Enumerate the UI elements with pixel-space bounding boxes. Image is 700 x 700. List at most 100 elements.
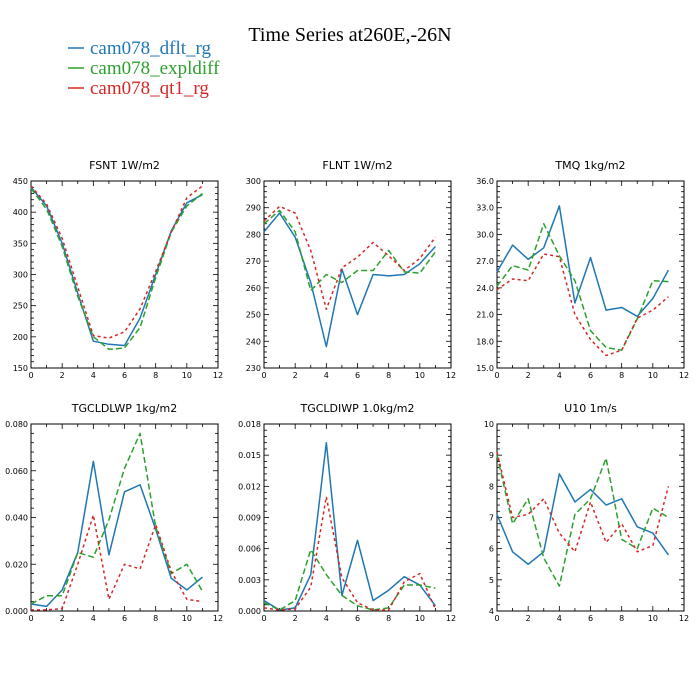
x-tick-label: 4 [324,371,329,380]
y-tick-label: 280 [246,230,261,239]
chart-panels: FSNT 1W/m20 2 4 6 8 10 12150200250300350400450… [5,159,689,623]
x-tick-label: 6 [122,371,127,380]
y-tick-label: 0.006 [238,545,261,554]
y-tick-label: 0.018 [238,420,261,429]
y-tick-label: 250 [13,302,28,311]
series-line-cam078_qt1_rg [30,185,203,339]
y-tick-label: 450 [13,177,28,186]
series-line-cam078_dflt_rg [30,186,203,347]
series-line-cam078_expldiff [496,455,669,587]
legend-label: cam078_qt1_rg [90,78,209,99]
y-tick-label: 260 [246,284,261,293]
y-tick-label: 0.000 [238,607,261,616]
y-tick-label: 0.060 [5,467,28,476]
y-tick-label: 240 [246,337,261,346]
chart-panel: U10 1m/s 0 2 4 6 8 10 12 4 5 6 7 8 9 10 [484,402,689,623]
legend: cam078_dflt_rgcam078_expldiffcam078_qt1_… [68,38,220,99]
y-tick-label: 0.080 [5,420,28,429]
series-line-cam078_dflt_rg [496,205,670,318]
y-tick-label: 9 [489,451,494,460]
chart-panel: FSNT 1W/m2 0 2 4 6 8 10 12 150 200 250 300 350 400 450 [13,159,223,380]
x-tick-label: 12 [679,371,689,380]
y-tick-label: 10 [484,420,494,429]
series-line-cam078_expldiff [30,188,203,351]
x-tick-label: 2 [526,371,531,380]
legend-item: cam078_dflt_rg [68,38,212,59]
y-tick-label: 0.009 [238,514,261,523]
y-tick-label: 6 [489,545,494,554]
plot-frame [263,423,452,612]
y-tick-label: 0.003 [238,576,261,585]
y-tick-label: 36.0 [476,177,494,186]
x-tick-label: 4 [324,614,329,623]
y-tick-label: 300 [13,271,28,280]
panel-title: TGCLDLWP 1kg/m2 [71,402,177,415]
legend-label: cam078_dflt_rg [90,38,212,59]
y-tick-label: 30.0 [476,230,494,239]
y-tick-label: 21.0 [476,311,494,320]
y-tick-label: 200 [13,333,28,342]
x-tick-label: 6 [122,614,127,623]
figure-title: Time Series at260E,-26N [248,24,451,46]
series-line-cam078_qt1_rg [263,495,437,611]
legend-item: cam078_qt1_rg [68,78,209,99]
y-tick-label: 0.000 [5,607,28,616]
x-tick-label: 12 [213,614,223,623]
x-tick-label: 4 [91,614,96,623]
y-tick-label: 150 [13,364,28,373]
x-tick-label: 0 [28,371,33,380]
x-tick-label: 2 [293,614,298,623]
x-tick-label: 10 [182,614,192,623]
y-tick-label: 27.0 [476,257,494,266]
panel-title: U10 1m/s [564,402,617,415]
y-tick-label: 0.040 [5,514,28,523]
x-tick-label: 2 [526,614,531,623]
y-tick-label: 270 [246,257,261,266]
x-tick-label: 8 [386,614,391,623]
series-line-cam078_expldiff [496,222,669,351]
legend-label: cam078_expldiff [90,58,220,79]
series-line-cam078_dflt_rg [263,212,436,348]
series-line-cam078_qt1_rg [263,205,437,310]
x-tick-label: 4 [557,371,562,380]
x-tick-label: 10 [182,371,192,380]
x-tick-label: 4 [557,614,562,623]
x-tick-label: 12 [213,371,223,380]
chart-panel: FLNT 1W/m2 0 2 4 6 8 10 12 230 240 250 260 270 280 290… [246,159,456,380]
x-tick-label: 8 [153,614,158,623]
y-tick-label: 33.0 [476,204,494,213]
y-tick-label: 18.0 [476,337,494,346]
x-tick-label: 0 [494,371,499,380]
y-tick-label: 350 [13,239,28,248]
chart-panel: TGCLDIWP 1.0kg/m2 0 2 4 6 8 10 12 0.000 0.003 0.00… [238,402,456,623]
series-line-cam078_qt1_rg [496,451,670,553]
x-tick-label: 2 [293,371,298,380]
y-tick-label: 5 [489,576,494,585]
y-tick-label: 0.020 [5,560,28,569]
x-tick-label: 12 [679,614,689,623]
x-tick-label: 6 [588,614,593,623]
series-line-cam078_qt1_rg [496,253,669,357]
y-tick-label: 24.0 [476,284,494,293]
panel-title: TMQ 1kg/m2 [554,159,625,172]
plot-frame [496,423,685,612]
chart-panel: TMQ 1kg/m2 0 2 4 6 8 10 12 15.0 18.0 21.0 24.0 27.0 3… [476,159,689,380]
x-tick-label: 10 [648,614,658,623]
y-tick-label: 250 [246,311,261,320]
series-line-cam078_expldiff [30,432,204,605]
x-tick-label: 10 [415,371,425,380]
series-line-cam078_expldiff [263,209,437,292]
y-tick-label: 300 [246,177,261,186]
panel-title: FSNT 1W/m2 [89,159,160,172]
x-tick-label: 6 [588,371,593,380]
legend-item: cam078_expldiff [68,58,220,79]
y-tick-label: 0.015 [238,451,261,460]
plot-frame [263,180,452,369]
series-line-cam078_qt1_rg [31,514,203,611]
y-tick-label: 230 [246,364,261,373]
y-tick-label: 7 [489,514,494,523]
y-tick-label: 290 [246,204,261,213]
x-tick-label: 0 [261,371,266,380]
x-tick-label: 0 [261,614,266,623]
